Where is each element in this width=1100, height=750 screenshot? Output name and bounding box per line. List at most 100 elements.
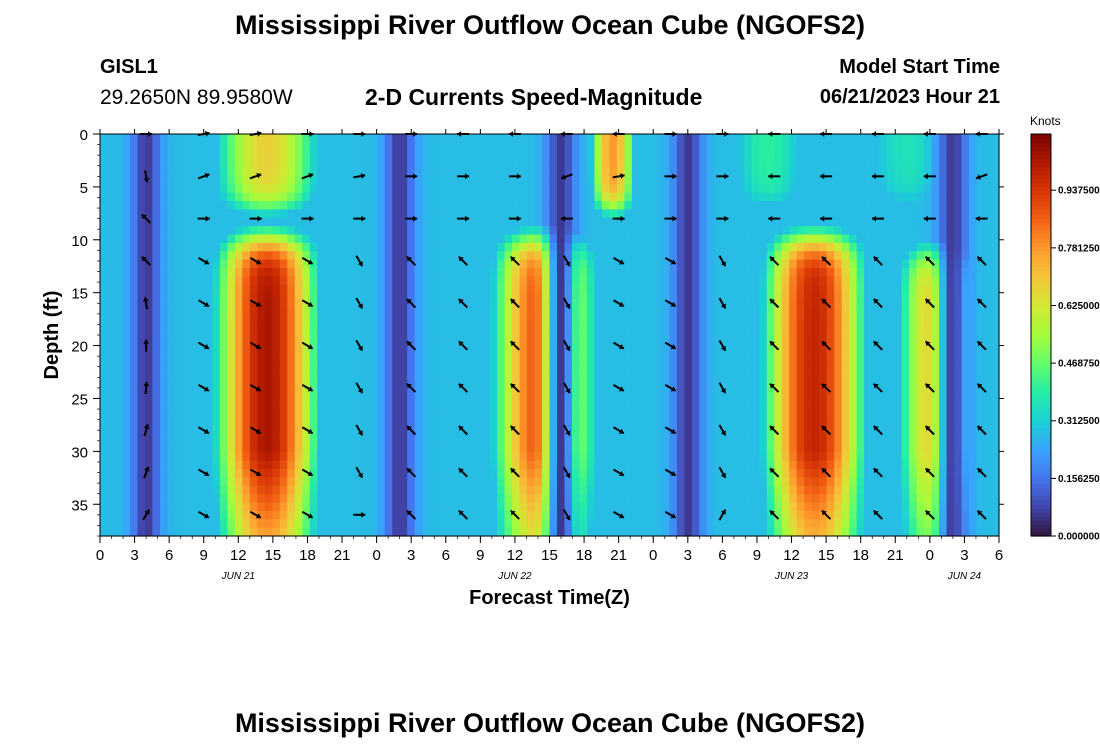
heatmap-cell <box>579 318 588 328</box>
heatmap-cell <box>474 201 483 210</box>
heatmap-cell <box>841 268 850 277</box>
heatmap-cell <box>452 259 461 269</box>
heatmap-cell <box>167 351 176 361</box>
heatmap-cell <box>691 309 700 319</box>
heatmap-cell <box>864 469 873 478</box>
heatmap-cell <box>571 217 581 227</box>
heatmap-cell <box>317 284 326 294</box>
heatmap-cell <box>826 217 835 227</box>
heatmap-cell <box>429 251 438 261</box>
heatmap-cell <box>107 209 116 219</box>
heatmap-cell <box>294 343 303 353</box>
heatmap-cell <box>317 301 326 311</box>
heatmap-cell <box>631 335 640 344</box>
heatmap-cell <box>691 452 700 462</box>
heatmap-cell <box>114 326 124 336</box>
heatmap-cell <box>302 268 311 277</box>
heatmap-cell <box>549 469 558 478</box>
heatmap-cell <box>227 435 236 445</box>
heatmap-cell <box>377 460 386 470</box>
heatmap-cell <box>804 452 813 462</box>
heatmap-cell <box>811 217 820 227</box>
heatmap-cell <box>219 251 228 261</box>
heatmap-cell <box>332 184 341 194</box>
heatmap-cell <box>519 284 528 294</box>
heatmap-cell <box>482 192 491 202</box>
heatmap-cell <box>279 460 288 470</box>
heatmap-cell <box>512 360 521 370</box>
heatmap-cell <box>542 443 551 453</box>
heatmap-cell <box>489 418 498 428</box>
heatmap-cell <box>362 259 371 269</box>
heatmap-cell <box>249 184 258 194</box>
heatmap-cell <box>744 209 753 219</box>
heatmap-cell <box>414 418 423 428</box>
heatmap-cell <box>204 443 213 453</box>
heatmap-cell <box>302 209 311 219</box>
heatmap-cell <box>729 201 738 210</box>
heatmap-cell <box>639 435 648 445</box>
heatmap-cell <box>939 343 948 353</box>
heatmap-cell <box>459 418 468 428</box>
heatmap-cell <box>856 343 865 353</box>
heatmap-cell <box>909 184 918 194</box>
heatmap-cell <box>826 167 835 177</box>
heatmap-cell <box>909 418 918 428</box>
heatmap-cell <box>444 427 453 437</box>
heatmap-cell <box>646 393 655 403</box>
heatmap-cell <box>744 226 753 236</box>
heatmap-cell <box>512 443 521 453</box>
heatmap-cell <box>849 460 858 470</box>
heatmap-cell <box>182 234 191 244</box>
heatmap-cell <box>392 351 401 361</box>
heatmap-cell <box>129 276 139 286</box>
heatmap-cell <box>497 251 506 261</box>
heatmap-cell <box>497 402 506 411</box>
heatmap-cell <box>392 435 401 445</box>
heatmap-cell <box>384 435 393 445</box>
heatmap-cell <box>661 309 670 319</box>
heatmap-cell <box>339 242 348 252</box>
heatmap-cell <box>527 460 536 470</box>
heatmap-cell <box>616 326 626 336</box>
heatmap-cell <box>100 242 109 252</box>
heatmap-cell <box>849 443 858 453</box>
heatmap-cell <box>309 201 318 210</box>
heatmap-cell <box>107 418 116 428</box>
heatmap-cell <box>654 360 663 370</box>
heatmap-cell <box>939 184 948 194</box>
heatmap-cell <box>729 209 738 219</box>
heatmap-cell <box>924 443 933 453</box>
heatmap-cell <box>991 201 1000 210</box>
heatmap-cell <box>759 418 768 428</box>
heatmap-cell <box>924 368 933 378</box>
heatmap-cell <box>519 427 528 437</box>
heatmap-cell <box>489 259 498 269</box>
heatmap-cell <box>429 443 438 453</box>
heatmap-cell <box>781 435 790 445</box>
heatmap-cell <box>144 385 154 395</box>
heatmap-cell <box>114 309 124 319</box>
heatmap-cell <box>729 410 738 420</box>
heatmap-cell <box>654 276 663 286</box>
heatmap-cell <box>661 351 670 361</box>
heatmap-cell <box>586 368 596 378</box>
heatmap-cell <box>174 226 184 236</box>
heatmap-cell <box>796 335 805 344</box>
heatmap-cell <box>452 159 461 169</box>
heatmap-cell <box>339 368 348 378</box>
heatmap-cell <box>916 360 925 370</box>
heatmap-cell <box>871 217 880 227</box>
heatmap-cell <box>534 435 543 445</box>
heatmap-cell <box>766 435 775 445</box>
heatmap-cell <box>774 150 783 160</box>
heatmap-cell <box>879 326 888 336</box>
heatmap-cell <box>729 326 738 336</box>
heatmap-cell <box>467 435 476 445</box>
heatmap-cell <box>594 469 603 478</box>
heatmap-cell <box>122 209 131 219</box>
heatmap-cell <box>864 175 873 185</box>
heatmap-cell <box>482 268 491 277</box>
heatmap-cell <box>961 209 970 219</box>
heatmap-cell <box>654 259 663 269</box>
